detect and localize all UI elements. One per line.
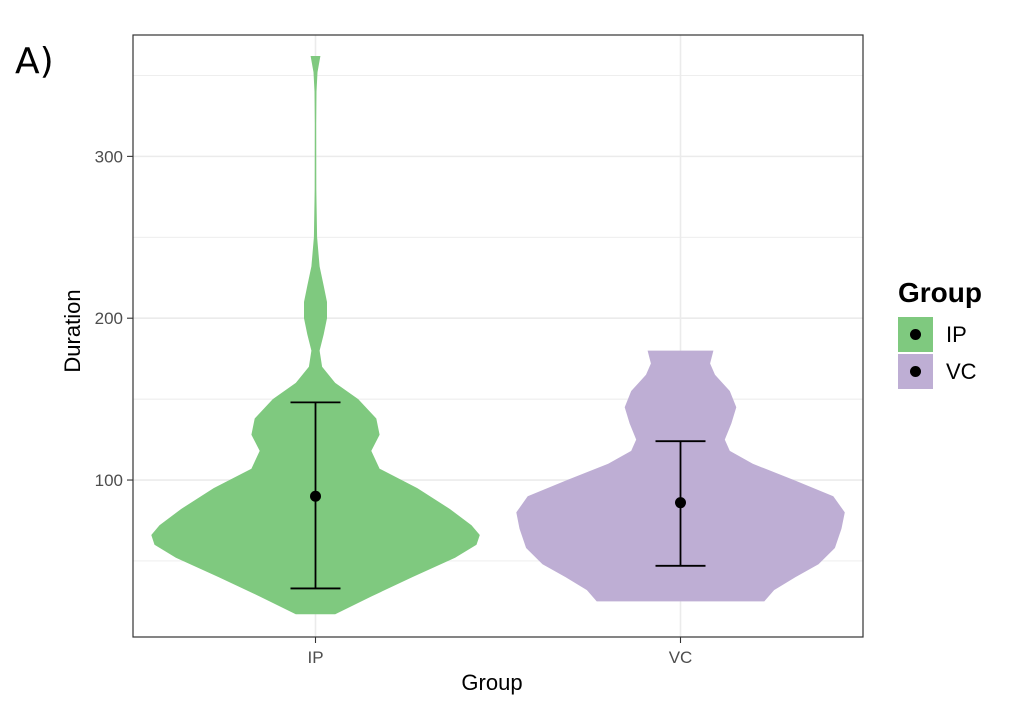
errorbar-vc: [655, 440, 706, 567]
legend: Group IP VC: [898, 277, 982, 389]
legend-title: Group: [898, 277, 982, 308]
legend-item-ip: IP: [898, 317, 967, 352]
errorbar-ip: [290, 401, 341, 590]
legend-point: [910, 366, 921, 377]
legend-label: VC: [946, 359, 977, 384]
legend-item-vc: VC: [898, 354, 977, 389]
legend-point: [910, 329, 921, 340]
y-tick-label: 200: [95, 309, 123, 328]
x-tick-label: IP: [307, 648, 323, 667]
x-tick-label: VC: [669, 648, 693, 667]
y-axis-title: Duration: [60, 289, 85, 372]
y-tick-label: 100: [95, 471, 123, 490]
errorbar-layer: [290, 401, 706, 590]
axis-layer: 100 200 300 IP VC: [95, 147, 693, 667]
panel-tag: A): [15, 41, 54, 82]
x-axis-title: Group: [461, 670, 522, 695]
mean-point-ip: [310, 490, 321, 502]
mean-point-vc: [675, 497, 686, 509]
violin-ip: [151, 56, 480, 615]
y-tick-label: 300: [95, 147, 123, 166]
legend-label: IP: [946, 322, 967, 347]
violin-layer: [151, 56, 845, 615]
panel-border: [132, 34, 864, 638]
